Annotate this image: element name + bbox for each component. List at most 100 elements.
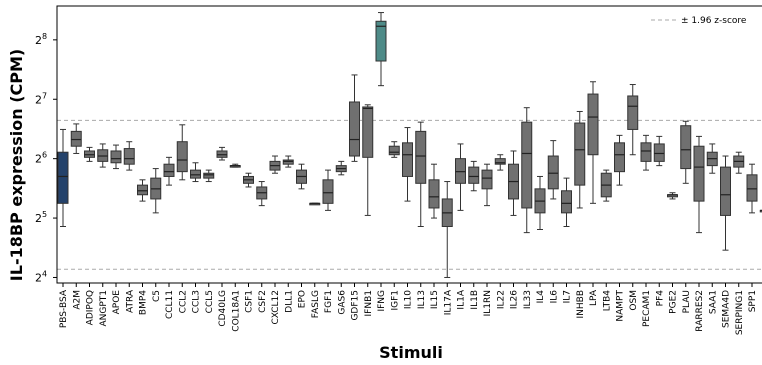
legend-label: ± 1.96 z-score <box>681 16 747 26</box>
box-osm <box>627 84 639 156</box>
plot-frame <box>56 5 762 284</box>
box-il26 <box>508 150 519 216</box>
box-spp1 <box>746 163 758 214</box>
x-tick-label: COL18A1 <box>231 290 241 332</box>
box-faslg <box>309 202 321 206</box>
x-tick-label: NAMPT <box>616 290 626 322</box>
box-csf1 <box>243 172 254 188</box>
x-tick-label: CCL11 <box>165 290 175 319</box>
box-iqr <box>640 142 652 162</box>
box-iqr <box>481 169 493 190</box>
box-ifnb1 <box>362 104 374 216</box>
x-tick-label: IFNB1 <box>364 290 374 316</box>
box-pge2 <box>667 192 678 200</box>
box-iqr <box>428 179 440 209</box>
x-tick-label: GDF15 <box>351 290 361 321</box>
x-tick-label: SERPING1 <box>735 290 745 335</box>
box-gdf15 <box>349 74 360 162</box>
box-il33 <box>521 107 533 234</box>
x-tick-label: FASLG <box>311 290 321 318</box>
box-il22 <box>494 154 506 171</box>
x-tick-label: LTB4 <box>602 290 612 311</box>
box-pbs-bsa <box>57 128 69 228</box>
box-rarres2 <box>693 135 705 234</box>
box-pf4 <box>653 135 665 167</box>
box-epo <box>296 163 307 190</box>
x-tick-label: OSM <box>629 290 639 311</box>
box-iqr <box>176 141 188 173</box>
box-il7 <box>561 177 572 228</box>
x-tick-label: SAA1 <box>708 290 718 314</box>
x-tick-label: CD40LG <box>218 290 228 327</box>
x-axis-title: Stimuli <box>379 343 443 362</box>
x-tick-label: BMP4 <box>139 290 149 315</box>
x-tick-label: PBS-BSA <box>59 289 69 328</box>
x-tick-label: CXCL12 <box>271 290 281 325</box>
box-iqr <box>190 169 201 179</box>
box-iqr <box>282 159 294 165</box>
x-tick-label: SEMA4D <box>722 290 732 328</box>
box-iqr <box>402 142 413 177</box>
x-tick-label: IL1RN <box>483 290 493 316</box>
x-tick-label: IL1A <box>457 289 467 309</box>
box-lpa <box>587 81 599 204</box>
x-tick-label: LPA <box>589 289 599 306</box>
x-tick-label: APOE <box>112 290 122 315</box>
box-iqr <box>70 130 82 147</box>
box-il17a <box>441 181 453 278</box>
box-c5 <box>150 168 162 214</box>
box-angpt1 <box>97 143 109 168</box>
box-iqr <box>137 184 148 196</box>
y-tick-label: 28 <box>35 32 47 47</box>
x-tick-label: IL17A <box>443 289 453 315</box>
y-tick-label: 24 <box>35 269 47 284</box>
x-tick-label: FGF1 <box>324 290 334 313</box>
x-tick-label: INHBB <box>576 290 586 319</box>
x-tick-label: IL22 <box>496 290 506 309</box>
box-il15 <box>428 163 440 219</box>
x-tick-label: IL6 <box>549 290 559 304</box>
y-axis-ticks: 24 25 26 27 28 <box>35 32 57 284</box>
reference-lines <box>57 119 762 270</box>
box-iqr <box>110 150 122 164</box>
box-il10 <box>402 127 413 202</box>
box-iqr <box>680 125 692 170</box>
x-tick-label: IL10 <box>404 290 414 309</box>
x-tick-label: GAS6 <box>337 290 347 315</box>
x-tick-label: IGF1 <box>390 290 400 311</box>
box-iqr <box>693 145 705 202</box>
x-tick-label: IL13 <box>417 290 427 309</box>
box-iqr <box>57 151 69 204</box>
x-tick-label: A2M <box>72 290 82 310</box>
legend: ± 1.96 z-score <box>651 16 747 26</box>
box-il1rn <box>481 163 493 207</box>
x-tick-label: IL1B <box>470 290 480 310</box>
box-sema4d <box>720 155 731 251</box>
box-iqr <box>468 166 480 184</box>
box-csf2 <box>256 181 268 207</box>
x-tick-label: DLL1 <box>284 290 294 313</box>
box-iqr <box>163 163 175 177</box>
x-tick-label: PF4 <box>655 290 665 307</box>
box-iqr <box>415 130 427 184</box>
box-pecam1 <box>640 134 652 171</box>
x-tick-label: RARRES2 <box>695 290 705 332</box>
x-tick-label: PGE2 <box>669 290 679 314</box>
box-col18a1 <box>229 163 241 168</box>
x-tick-label: PECAM1 <box>642 290 652 327</box>
box-il1b <box>468 160 480 192</box>
box-iqr <box>455 158 466 184</box>
x-tick-label: CCL5 <box>205 290 215 313</box>
box-ccl11 <box>163 156 175 186</box>
x-tick-label: PLAU <box>682 290 692 313</box>
box-iqr <box>720 166 731 216</box>
box-iqr <box>627 95 639 130</box>
box-ccl3 <box>190 162 201 183</box>
box-gas6 <box>335 160 347 176</box>
box-iqr <box>574 122 586 186</box>
x-tick-label: C5 <box>152 290 162 302</box>
box-iqr <box>759 209 762 213</box>
box-iqr <box>653 143 665 162</box>
box-igf1 <box>388 141 400 158</box>
box-iqr <box>587 93 599 156</box>
